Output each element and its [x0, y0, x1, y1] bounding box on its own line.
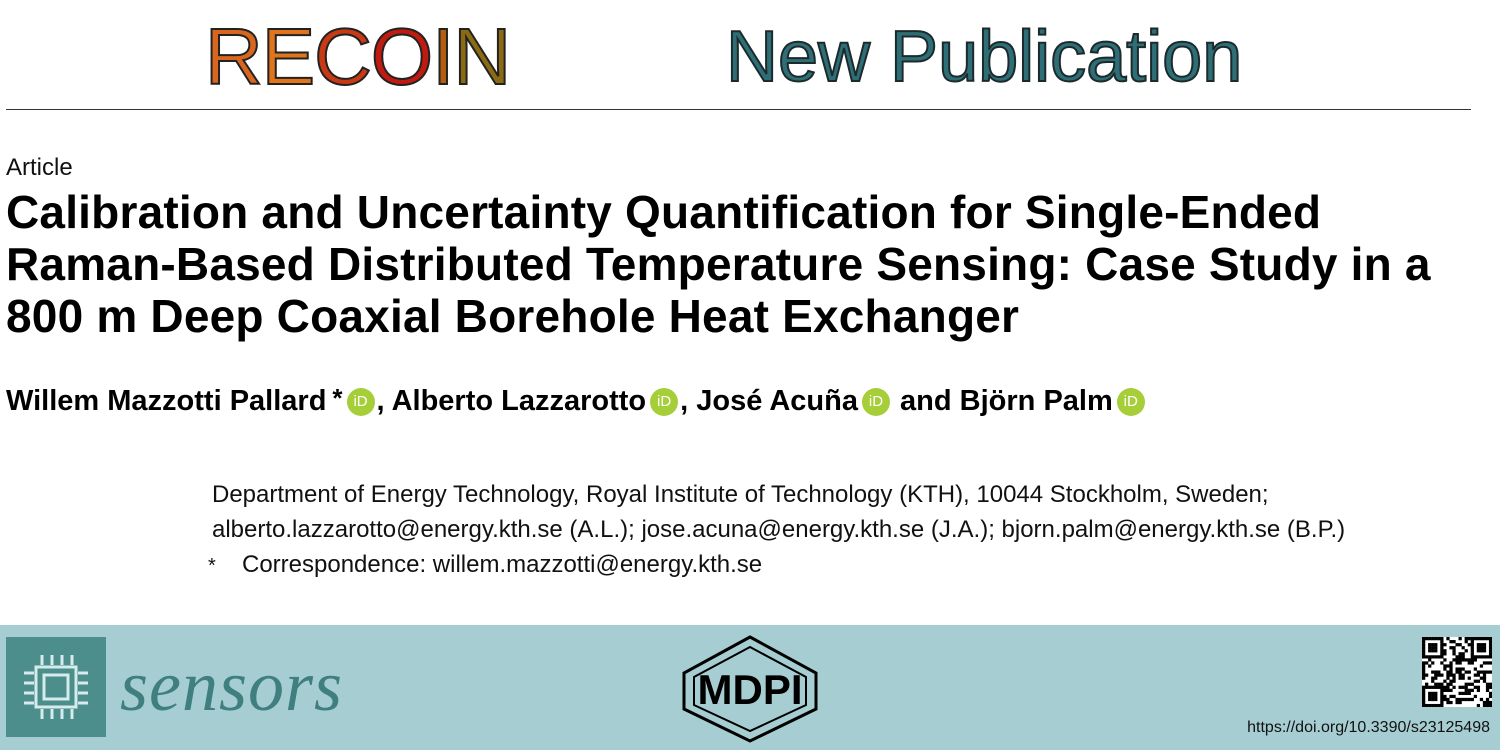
author-list: Willem Mazzotti Pallard * iD, Alberto Lazz…	[6, 380, 1496, 419]
article-type: Article	[6, 154, 73, 181]
author-name: José Acuña	[696, 385, 858, 417]
orcid-icon[interactable]: iD	[861, 388, 890, 416]
author-name: Willem Mazzotti Pallard	[6, 385, 327, 417]
logo-letter: N	[452, 11, 512, 102]
mdpi-logo: MDPI	[672, 633, 828, 745]
journal-name: sensors	[120, 646, 344, 726]
logo-letter: C	[313, 11, 373, 102]
orcid-icon[interactable]: iD	[1116, 388, 1145, 416]
corresponding-mark: *	[332, 383, 343, 413]
author-name: Alberto Lazzarotto	[391, 385, 647, 417]
chip-icon	[6, 637, 106, 737]
affiliation-line: Department of Energy Technology, Royal I…	[212, 481, 1269, 508]
author-name: Björn Palm	[959, 385, 1113, 417]
doi-link[interactable]: https://doi.org/10.3390/s23125498	[1247, 719, 1490, 736]
separator: ,	[376, 385, 385, 417]
article-title: Calibration and Uncertainty Quantificati…	[6, 186, 1431, 342]
footer-band: sensors MDPI https://doi.org/10.3390/s23…	[0, 625, 1500, 750]
affiliation-emails: alberto.lazzarotto@energy.kth.se (A.L.);…	[212, 516, 1346, 543]
header-divider	[6, 109, 1471, 110]
separator: ,	[680, 385, 689, 417]
correspondence-mark: *	[208, 555, 216, 577]
qr-code[interactable]	[1422, 637, 1493, 708]
header-title: New Publication	[725, 16, 1243, 98]
correspondence: * Correspondence: willem.mazzotti@energy.…	[208, 547, 762, 584]
logo-letter: O	[370, 11, 434, 102]
orcid-icon[interactable]: iD	[650, 388, 679, 416]
affiliation: Department of Energy Technology, Royal I…	[212, 477, 1497, 547]
publisher-name: MDPI	[697, 666, 803, 713]
logo-letter: I	[431, 11, 455, 102]
orcid-icon[interactable]: iD	[346, 388, 375, 416]
logo-letter: R	[204, 11, 264, 102]
recoin-logo: RECOIN	[204, 11, 512, 102]
correspondence-text: Correspondence: willem.mazzotti@energy.k…	[242, 551, 763, 578]
logo-letter: E	[261, 11, 316, 102]
conjunction: and	[900, 385, 952, 417]
